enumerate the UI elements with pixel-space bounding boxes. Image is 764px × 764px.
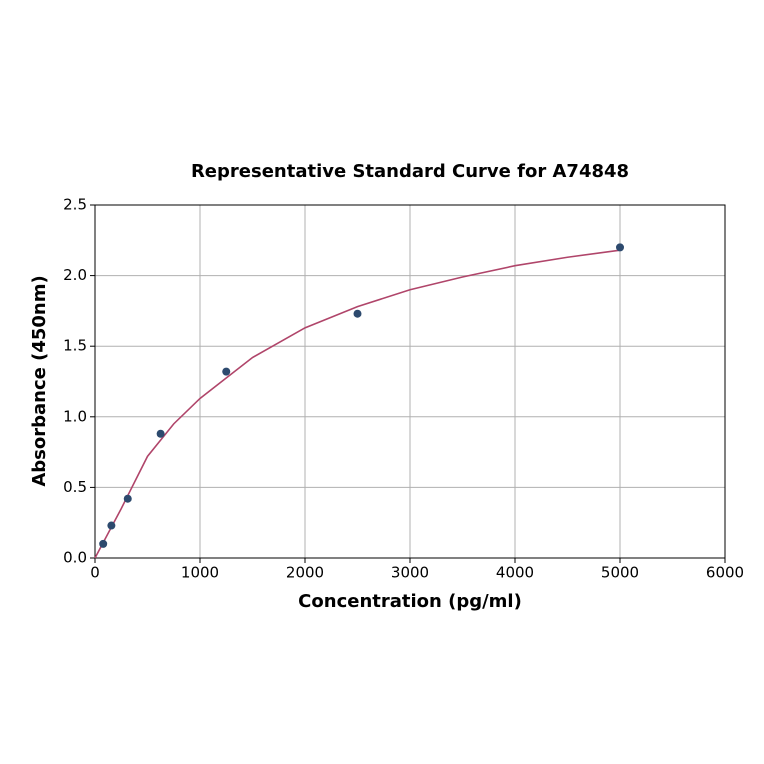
x-tick-label: 5000 [601,564,639,582]
y-tick-label: 0.5 [63,478,87,496]
x-tick-label: 4000 [496,564,534,582]
data-point [107,521,116,530]
fit-curve [94,249,621,559]
data-point [156,429,165,438]
y-tick-label: 1.5 [63,337,87,355]
data-point [123,494,132,503]
x-tick-label: 1000 [181,564,219,582]
y-tick-label: 2.0 [63,266,87,284]
y-tick-label: 0.0 [63,549,87,567]
y-axis-label: Absorbance (450nm) [29,275,50,486]
plot-frame [94,204,726,559]
y-tick-label: 1.0 [63,407,87,425]
data-point [616,243,624,252]
chart-title: Representative Standard Curve for A74848 [191,161,629,182]
x-tick-label: 3000 [391,564,429,582]
x-tick-label: 6000 [706,564,744,582]
x-tick-label: 0 [90,564,100,582]
x-tick-label: 2000 [286,564,324,582]
y-tick-label: 2.5 [63,196,87,214]
data-point [99,539,108,548]
x-axis-label: Concentration (pg/ml) [298,591,522,612]
data-point [222,367,231,376]
data-point [353,309,362,318]
